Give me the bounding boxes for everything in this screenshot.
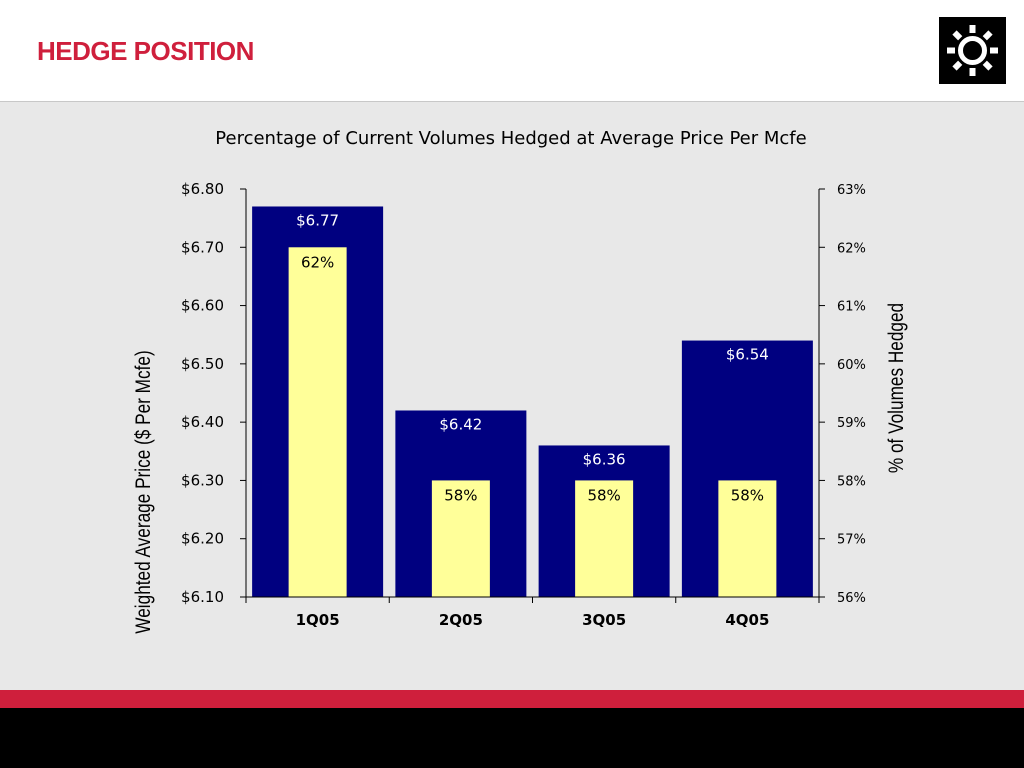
y-tick-label: $6.70 — [181, 238, 224, 256]
hedged-data-label: 58% — [444, 486, 477, 504]
chart-title: Percentage of Current Volumes Hedged at … — [215, 128, 806, 149]
y2-tick-label: 63% — [837, 183, 866, 198]
hedged-bar — [288, 247, 347, 598]
y2-axis-title: % of Volumes Hedged — [886, 303, 909, 473]
hedged-data-label: 58% — [731, 486, 764, 504]
y2-tick-label: 59% — [837, 416, 866, 431]
hedged-bar — [575, 480, 634, 597]
y-tick-label: $6.40 — [181, 413, 224, 431]
footer-band — [0, 708, 1024, 768]
y2-tick-label: 62% — [837, 241, 866, 256]
y2-tick-label: 58% — [837, 474, 866, 489]
y-tick-label: $6.20 — [181, 530, 224, 548]
y-tick-label: $6.10 — [181, 588, 224, 606]
x-tick-label: 4Q05 — [725, 611, 769, 629]
hedged-data-label: 62% — [301, 253, 334, 271]
sun-gear-icon — [939, 17, 1006, 84]
x-tick-label: 3Q05 — [582, 611, 626, 629]
x-tick-label: 1Q05 — [296, 611, 340, 629]
x-tick-label: 2Q05 — [439, 611, 483, 629]
price-data-label: $6.54 — [726, 346, 769, 364]
y-tick-label: $6.30 — [181, 471, 224, 489]
hedged-bar — [431, 480, 490, 597]
y-axis-title: Weighted Average Price ($ Per Mcfe) — [133, 350, 156, 633]
hedged-bar — [718, 480, 777, 597]
slide-header: HEDGE POSITION — [0, 0, 1024, 102]
y-tick-label: $6.60 — [181, 297, 224, 315]
page-title: HEDGE POSITION — [37, 36, 254, 66]
plot-area: $6.77 62% 1Q05 $6.42 58% 2Q05 $6.36 58% 3Q05 $6.5… — [181, 180, 866, 629]
price-data-label: $6.77 — [296, 211, 339, 229]
hedge-chart: Percentage of Current Volumes Hedged at … — [133, 128, 909, 634]
y-tick-label: $6.50 — [181, 355, 224, 373]
y2-tick-label: 60% — [837, 358, 866, 373]
chart-area: Percentage of Current Volumes Hedged at … — [0, 102, 1024, 690]
price-data-label: $6.42 — [439, 415, 482, 433]
y-tick-label: $6.80 — [181, 180, 224, 198]
hedged-data-label: 58% — [587, 486, 620, 504]
accent-band — [0, 690, 1024, 708]
price-data-label: $6.36 — [583, 450, 626, 468]
y2-tick-label: 56% — [837, 591, 866, 606]
y2-tick-label: 57% — [837, 533, 866, 548]
y2-tick-label: 61% — [837, 300, 866, 315]
